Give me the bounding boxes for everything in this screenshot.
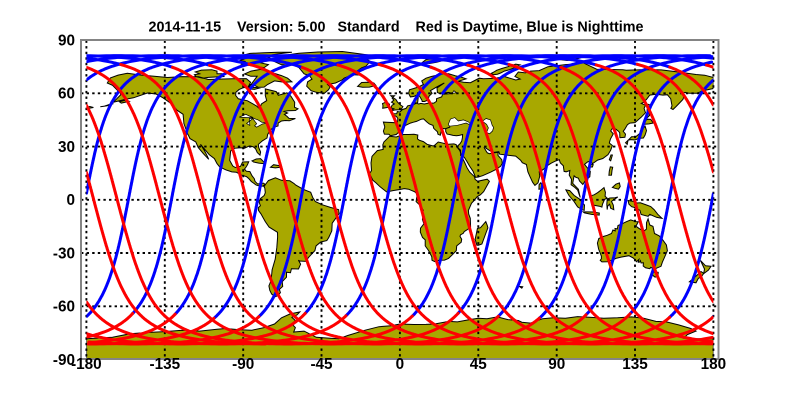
svg-text:-45: -45 [310,356,333,373]
svg-text:45: 45 [470,356,488,373]
svg-text:-135: -135 [149,356,180,373]
svg-text:-30: -30 [53,245,75,262]
svg-text:30: 30 [58,139,75,156]
svg-text:-180: -180 [71,356,102,373]
svg-text:0: 0 [396,356,405,373]
svg-text:-90: -90 [232,356,254,373]
svg-text:180: 180 [701,356,727,373]
svg-text:135: 135 [622,356,648,373]
svg-text:-90: -90 [53,352,75,369]
svg-text:0: 0 [66,192,75,209]
svg-text:60: 60 [58,86,75,103]
svg-text:2014-11-15 Version: 5.00: 2014-11-15 Version: 5.00 Standard Red is… [148,19,643,35]
svg-text:-60: -60 [53,299,75,316]
svg-text:90: 90 [548,356,565,373]
svg-text:90: 90 [58,32,75,49]
